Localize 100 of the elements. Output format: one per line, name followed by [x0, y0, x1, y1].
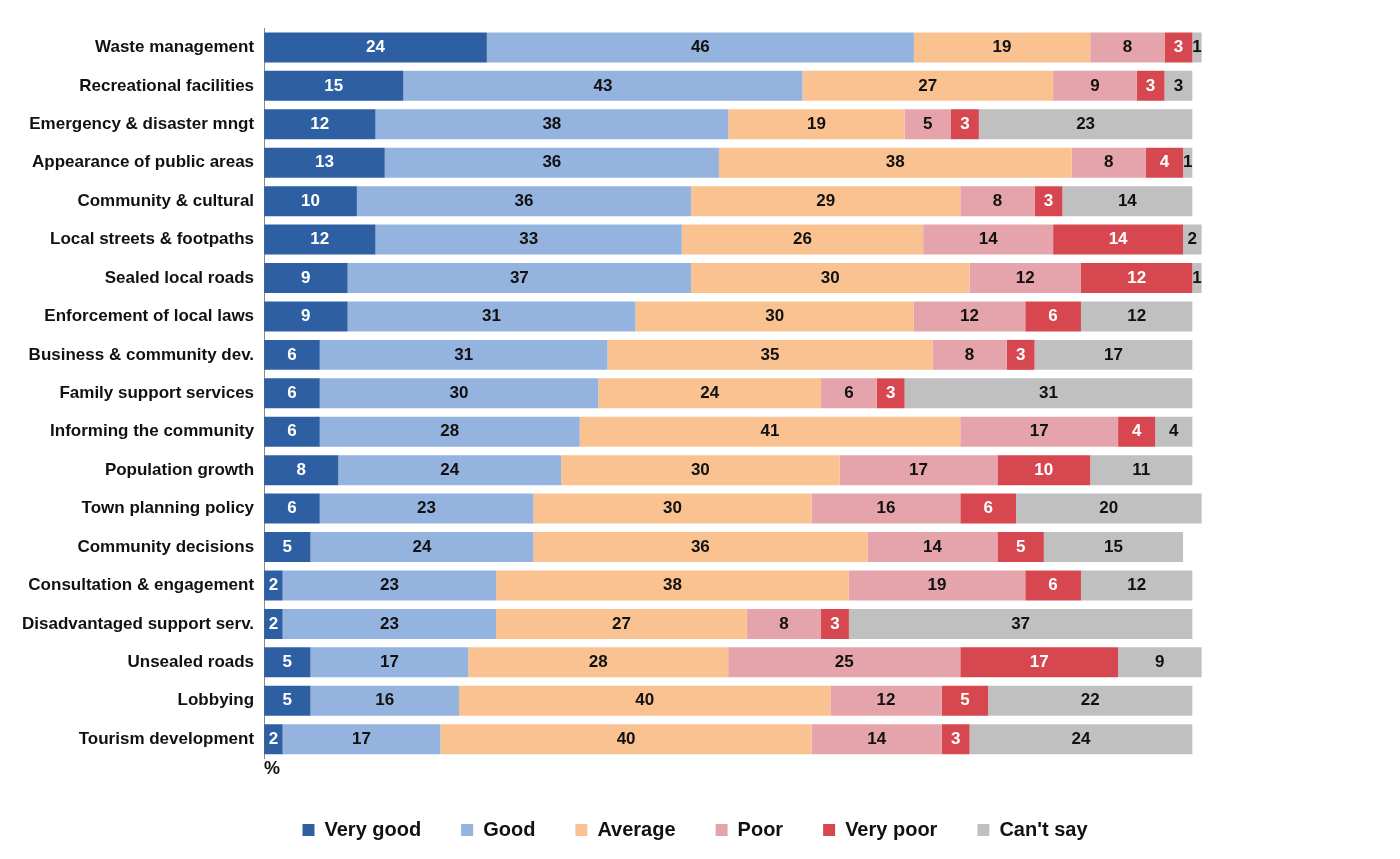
y-tick-label: Recreational facilities	[79, 75, 255, 95]
data-label: 6	[287, 344, 297, 364]
data-label: 23	[379, 575, 399, 595]
bar	[1164, 70, 1193, 101]
bar	[960, 416, 1119, 447]
data-label: 16	[876, 498, 896, 518]
data-label: 14	[1108, 229, 1129, 249]
data-label: 37	[509, 267, 529, 287]
bar	[1053, 70, 1137, 101]
legend-label: Poor	[737, 817, 784, 840]
bar	[282, 724, 441, 755]
bar	[904, 378, 1193, 409]
legend-label: Average	[597, 817, 676, 840]
data-label: 10	[301, 190, 320, 210]
bar	[310, 532, 534, 563]
data-label: 4	[1159, 152, 1170, 172]
bar	[486, 32, 914, 63]
data-label: 3	[1173, 37, 1184, 57]
data-label: 8	[1122, 37, 1133, 57]
bar	[264, 32, 487, 63]
data-label: 17	[1029, 652, 1049, 672]
bar	[496, 570, 849, 601]
data-label: 30	[820, 267, 840, 287]
bar	[1062, 186, 1193, 217]
data-label: 17	[909, 459, 928, 479]
data-label: 3	[950, 728, 961, 748]
bar	[941, 685, 989, 716]
data-label: 6	[1048, 306, 1058, 326]
bar	[997, 455, 1091, 486]
data-label: 1	[1192, 37, 1202, 57]
bar	[347, 263, 692, 293]
bar	[533, 493, 812, 524]
data-label: 3	[1015, 344, 1026, 364]
data-label: 29	[816, 190, 836, 210]
data-label: 43	[593, 75, 613, 95]
data-label: 30	[449, 382, 469, 402]
data-label: 38	[542, 113, 562, 133]
data-label: 27	[918, 75, 938, 95]
bar	[264, 532, 311, 563]
data-label: 16	[375, 690, 395, 710]
bar	[1090, 32, 1165, 63]
bar	[264, 685, 311, 716]
bar	[1006, 339, 1035, 370]
data-label: 6	[844, 382, 854, 402]
data-label: 6	[1048, 575, 1058, 595]
data-label: 3	[885, 382, 896, 402]
data-label: 35	[760, 344, 780, 364]
data-label: 5	[923, 113, 933, 133]
bar	[264, 109, 376, 140]
data-label: 17	[1029, 421, 1049, 441]
bar	[375, 109, 729, 140]
data-label: 36	[514, 190, 534, 210]
data-label: 24	[700, 382, 720, 402]
bar	[1155, 416, 1193, 447]
data-label: 8	[1104, 152, 1114, 172]
y-tick-label: Lobbying	[177, 690, 255, 710]
legend-label: Very poor	[845, 817, 938, 840]
bar	[496, 608, 747, 639]
bar	[319, 339, 608, 370]
bar	[264, 70, 404, 101]
data-label: 38	[663, 575, 682, 595]
bar	[384, 147, 719, 178]
data-label: 2	[1187, 229, 1198, 249]
data-label: 28	[440, 421, 460, 441]
data-label: 27	[612, 613, 631, 633]
bar	[264, 493, 320, 524]
bar	[1183, 224, 1202, 255]
data-label: 1	[1182, 152, 1193, 172]
data-label: 12	[1127, 306, 1147, 326]
bar	[876, 378, 905, 409]
bar	[375, 224, 682, 255]
data-label: 5	[282, 690, 293, 710]
bar	[607, 339, 933, 370]
data-label: 22	[1080, 690, 1100, 710]
data-label: 17	[1103, 344, 1123, 364]
data-label: 38	[885, 152, 905, 172]
data-label: 12	[1127, 575, 1147, 595]
data-label: 2	[268, 728, 279, 748]
data-label: 24	[412, 536, 432, 556]
data-label: 5	[960, 690, 970, 710]
data-label: 24	[366, 37, 386, 57]
bar	[681, 224, 924, 255]
data-label: 9	[301, 306, 311, 326]
data-label: 12	[310, 113, 330, 133]
bar	[830, 685, 942, 716]
data-label: 6	[983, 498, 993, 518]
bar	[1118, 647, 1202, 678]
data-label: 14	[867, 728, 887, 748]
y-tick-label: Unsealed roads	[127, 652, 255, 672]
data-label: 8	[992, 190, 1003, 210]
data-label: 23	[379, 613, 399, 633]
bar	[468, 647, 729, 678]
data-label: 12	[1127, 267, 1147, 287]
bar	[1080, 301, 1193, 332]
data-label: 20	[1099, 498, 1119, 518]
data-label: 46	[690, 37, 710, 57]
data-label: 24	[440, 459, 460, 479]
y-tick-label: Family support services	[59, 382, 255, 402]
bar	[282, 570, 497, 601]
bar	[913, 301, 1026, 332]
